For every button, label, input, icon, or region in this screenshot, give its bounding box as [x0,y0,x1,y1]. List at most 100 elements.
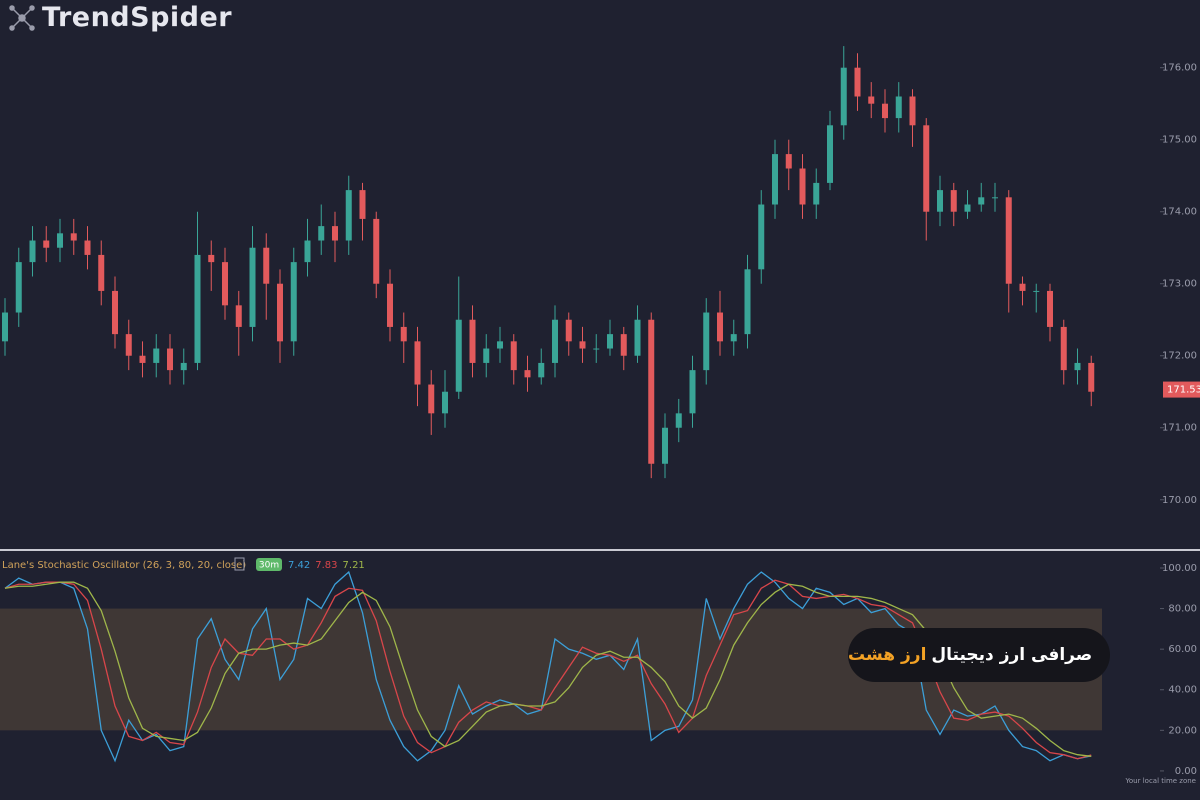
candle-body [552,319,558,363]
logo-icon [9,4,35,31]
candle-body [717,312,723,342]
logo-text: TrendSpider [42,2,233,33]
candle-body [112,290,118,335]
candle-body [249,247,256,327]
candle-body [662,427,668,464]
candle-body [827,125,833,183]
candle-body [98,254,105,291]
candle-body [964,204,971,212]
candle-body [882,103,888,119]
candle-body [400,326,407,342]
candle-body [483,348,490,363]
candle-body [895,96,902,119]
candle-body [1005,197,1012,284]
candle-body [1060,326,1067,371]
candle-body [524,370,531,378]
y-tick-label: 171.00 [1162,423,1197,434]
candle-body [703,312,710,371]
candle-body [799,168,806,205]
candle-body [442,391,448,414]
candle-body [318,226,325,241]
candle-body [57,233,63,248]
candle-body [730,334,737,342]
candle-body [277,283,283,342]
candle-body [263,247,270,284]
last-price-label: 171.53 [1167,385,1200,396]
candle-body [840,67,847,126]
candle-body [510,341,517,371]
last-price-box [1163,381,1200,398]
candle-body [1033,290,1040,292]
candle-body [332,226,338,241]
candle-body [84,240,91,255]
candle-body [2,312,8,342]
interval-label: 30m [259,561,279,571]
candle-body [607,334,613,349]
candle-body [744,269,751,335]
y-tick-label: 170.00 [1162,495,1197,506]
candle-body [1074,362,1081,371]
y-tick-label: 176.00 [1162,63,1197,74]
interval-badge [256,558,282,571]
y-tick-label: 60.00 [1168,644,1197,655]
candle-body [978,197,985,205]
candle-body [373,218,380,284]
candle-body [469,319,476,363]
legend-value: 7.83 [315,560,337,571]
candle-body [785,154,792,169]
banner-text: صرافی ارز دیجیتال [931,645,1093,665]
candle-body [758,204,765,270]
candle-body [648,319,655,464]
stochastic-line [4,581,1092,757]
y-tick-label: 175.00 [1162,135,1197,146]
candle-body [15,262,22,313]
y-tick-label: 80.00 [1168,604,1197,615]
candle-body [208,254,215,263]
candle-body [414,341,421,385]
candle-body [304,240,311,263]
logo: TrendSpider [8,2,232,33]
y-tick-label: 172.00 [1162,351,1197,362]
candle-body [43,240,50,248]
candle-body [675,413,682,428]
candle-body [772,154,778,205]
candle-body [909,96,916,126]
candle-body [167,348,173,371]
candle-body [992,197,998,199]
y-tick-label: 40.00 [1168,685,1197,696]
candle-body [29,240,36,263]
y-tick-label: 174.00 [1162,207,1197,218]
candle-body [235,305,242,327]
candle-body [70,233,77,241]
candle-body [125,334,132,356]
candle-body [428,384,435,414]
candle-body [565,319,572,342]
candle-body [634,319,641,356]
banner-highlight: ارز هشت [848,645,927,665]
candle-body [1047,290,1053,327]
candle-body [950,190,957,212]
candle-body [1088,362,1095,392]
candle-body [497,341,503,349]
y-tick-label: 173.00 [1162,279,1197,290]
candle-body [139,355,146,363]
candle-body [854,67,861,97]
timezone-note: Your local time zone [1125,777,1196,785]
candle-body [1019,283,1026,291]
candle-body [620,334,627,356]
y-tick-label: 20.00 [1168,725,1197,736]
candle-body [923,125,930,212]
candle-body [538,362,545,378]
candle-body [937,190,943,212]
indicator-settings[interactable] [234,557,245,571]
candle-body [222,262,228,306]
candle-body [290,262,297,342]
banner[interactable]: صرافی ارز دیجیتال ارز هشت [848,628,1110,682]
y-tick-label: 0.00 [1175,766,1197,777]
candle-body [153,348,160,363]
candle-body [868,96,875,104]
indicator-title: Lane's Stochastic Oscillator (26, 3, 80,… [2,560,246,571]
candle-body [813,182,820,205]
candle-body [194,254,201,363]
